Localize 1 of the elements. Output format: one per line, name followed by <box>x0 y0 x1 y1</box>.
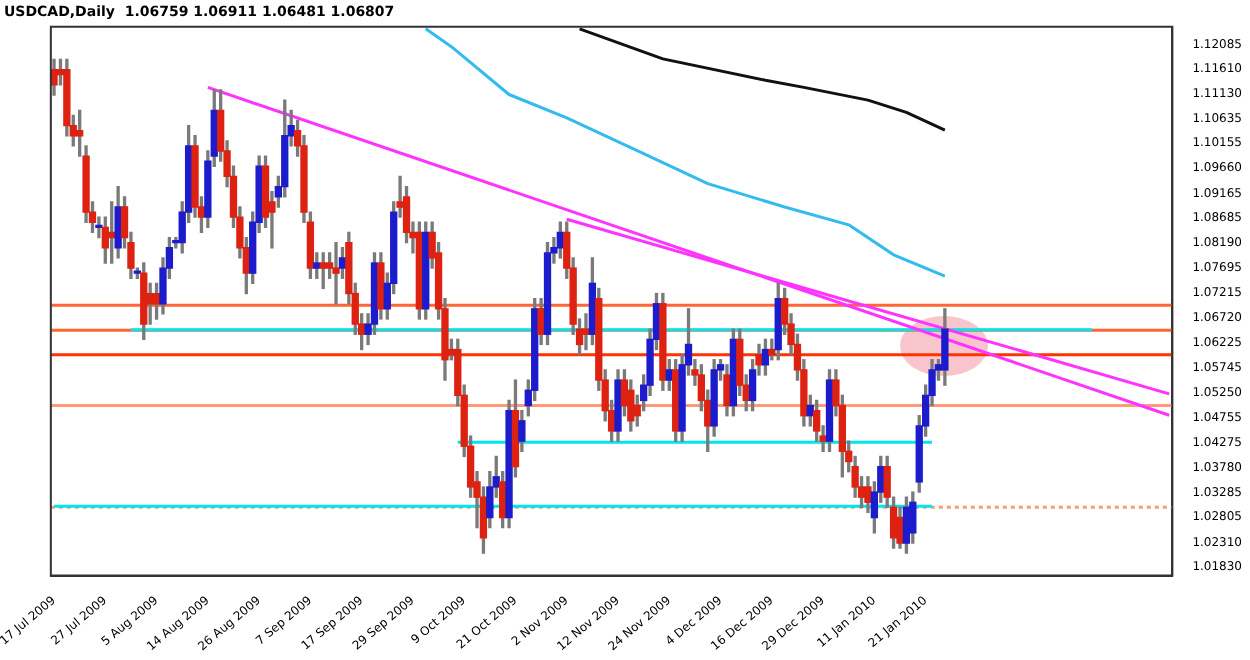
candlestick <box>332 241 340 305</box>
